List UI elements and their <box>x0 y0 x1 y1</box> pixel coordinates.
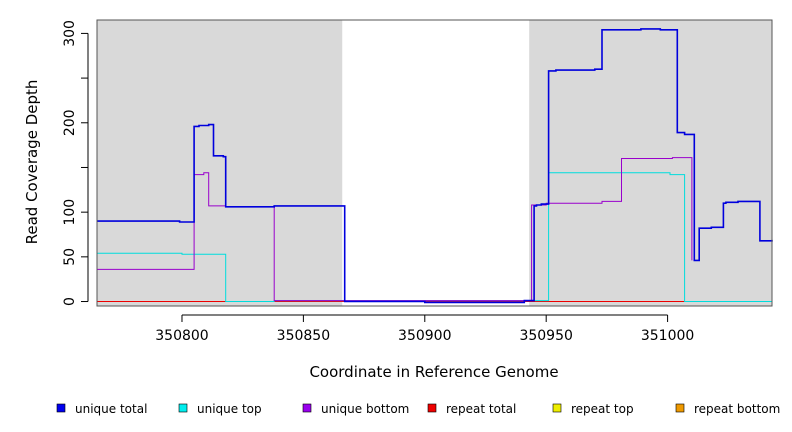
legend-label: unique bottom <box>321 402 409 416</box>
legend-swatch <box>427 403 437 413</box>
legend-label: unique total <box>75 402 147 416</box>
plot-area <box>96 19 773 307</box>
x-tick-label: 350900 <box>398 328 451 344</box>
legend-swatch <box>178 403 188 413</box>
y-axis: 0 50 100 200 300 <box>62 20 89 306</box>
x-axis: 350800 350850 350900 350950 351000 <box>155 314 694 344</box>
legend-label: repeat bottom <box>694 402 780 416</box>
shaded-regions <box>97 20 772 306</box>
legend-item-unique-bottom: unique bottom <box>302 402 409 416</box>
y-tick-label: 200 <box>62 109 78 136</box>
legend-swatch <box>302 403 312 413</box>
x-tick-label: 350850 <box>277 328 330 344</box>
y-tick-label: 50 <box>62 248 78 266</box>
legend: unique total unique top unique bottom repea… <box>56 402 780 416</box>
legend-item-repeat-total: repeat total <box>427 402 516 416</box>
x-tick-label: 351000 <box>641 328 694 344</box>
shaded-region-2 <box>529 20 772 306</box>
plot-frame <box>96 19 773 307</box>
legend-item-repeat-bottom: repeat bottom <box>675 402 780 416</box>
shaded-region-1 <box>97 20 343 306</box>
x-tick-label: 350950 <box>519 328 572 344</box>
y-tick-label: 300 <box>62 20 78 47</box>
legend-item-unique-total: unique total <box>56 402 147 416</box>
legend-swatch <box>552 403 562 413</box>
y-tick-label: 0 <box>62 297 78 306</box>
y-tick-label: 100 <box>62 199 78 226</box>
x-tick-label: 350800 <box>155 328 208 344</box>
legend-swatch <box>675 403 685 413</box>
legend-item-repeat-top: repeat top <box>552 402 634 416</box>
legend-item-unique-top: unique top <box>178 402 262 416</box>
legend-label: repeat total <box>446 402 516 416</box>
y-axis-title: Read Coverage Depth <box>23 80 41 245</box>
series-line-unique-total <box>97 28 773 304</box>
legend-label: repeat top <box>571 402 634 416</box>
legend-swatch <box>56 403 66 413</box>
series-layer <box>97 28 773 304</box>
legend-label: unique top <box>197 402 262 416</box>
x-axis-title: Coordinate in Reference Genome <box>309 363 558 381</box>
